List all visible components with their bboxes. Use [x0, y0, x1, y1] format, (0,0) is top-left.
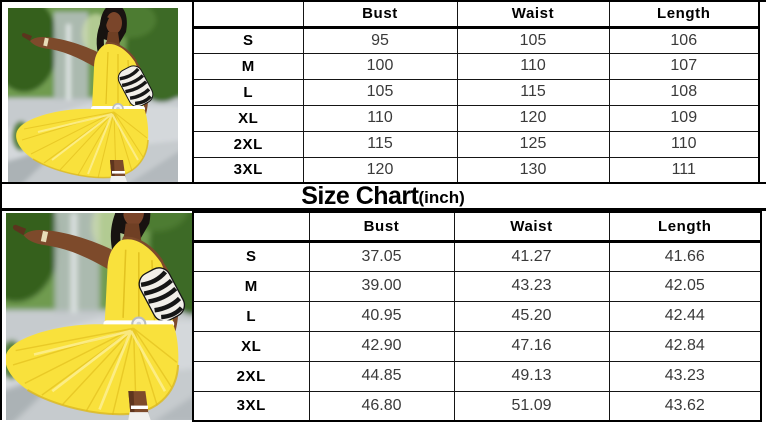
waist-value: 120: [456, 104, 610, 132]
length-value: 41.66: [608, 240, 762, 272]
size-chart-table-bottom-inch: Bust Waist Length S 37.05 41.27 41.66 M …: [192, 211, 762, 422]
waist-value: 49.13: [453, 360, 610, 392]
size-label: M: [192, 52, 304, 80]
bust-value: 95: [302, 26, 458, 54]
table-row: S 37.05 41.27 41.66: [192, 240, 762, 272]
bust-value: 40.95: [308, 300, 455, 332]
size-chart-table-top: Bust Waist Length S 95 105 106 M 100 110…: [192, 0, 760, 184]
column-header-length: Length: [608, 0, 760, 29]
bust-value: 100: [302, 52, 458, 80]
waist-value: 43.23: [453, 270, 610, 302]
table-row: S 95 105 106: [192, 26, 760, 54]
size-label: S: [192, 26, 304, 54]
table-row: 2XL 44.85 49.13 43.23: [192, 360, 762, 392]
table-row: L 40.95 45.20 42.44: [192, 300, 762, 332]
table-row: 3XL 46.80 51.09 43.62: [192, 390, 762, 422]
product-photo-bottom: [6, 213, 193, 420]
waist-value: 115: [456, 78, 610, 106]
column-header-size: [192, 211, 310, 243]
column-header-size: [192, 0, 304, 29]
waist-value: 47.16: [453, 330, 610, 362]
header-row: Bust Waist Length: [192, 211, 762, 243]
waist-value: 41.27: [453, 240, 610, 272]
length-value: 111: [608, 156, 760, 184]
size-label: S: [192, 240, 310, 272]
length-value: 42.84: [608, 330, 762, 362]
yellow-dress-model-image: [8, 8, 178, 182]
column-header-length: Length: [608, 211, 762, 243]
length-value: 42.44: [608, 300, 762, 332]
waist-value: 125: [456, 130, 610, 158]
waist-value: 130: [456, 156, 610, 184]
size-label: 2XL: [192, 130, 304, 158]
size-label: L: [192, 300, 310, 332]
bust-value: 120: [302, 156, 458, 184]
size-chart-title: Size Chart: [301, 181, 419, 210]
bust-value: 39.00: [308, 270, 455, 302]
length-value: 108: [608, 78, 760, 106]
bust-value: 37.05: [308, 240, 455, 272]
bust-value: 115: [302, 130, 458, 158]
table-row: L 105 115 108: [192, 78, 760, 106]
column-header-bust: Bust: [308, 211, 455, 243]
product-photo-top: [8, 8, 178, 182]
bust-value: 110: [302, 104, 458, 132]
table-row: M 39.00 43.23 42.05: [192, 270, 762, 302]
length-value: 107: [608, 52, 760, 80]
size-label: L: [192, 78, 304, 106]
length-value: 106: [608, 26, 760, 54]
length-value: 109: [608, 104, 760, 132]
page-border-left: [0, 0, 2, 420]
size-label: 3XL: [192, 390, 310, 422]
column-header-bust: Bust: [302, 0, 458, 29]
size-label: 3XL: [192, 156, 304, 184]
length-value: 110: [608, 130, 760, 158]
length-value: 42.05: [608, 270, 762, 302]
table-row: M 100 110 107: [192, 52, 760, 80]
waist-value: 45.20: [453, 300, 610, 332]
size-chart-title-band: Size Chart (inch): [0, 182, 766, 211]
table-row: 2XL 115 125 110: [192, 130, 760, 158]
size-label: 2XL: [192, 360, 310, 392]
length-value: 43.62: [608, 390, 762, 422]
table-row: 3XL 120 130 111: [192, 156, 760, 184]
length-value: 43.23: [608, 360, 762, 392]
table-row: XL 110 120 109: [192, 104, 760, 132]
column-header-waist: Waist: [456, 0, 610, 29]
bust-value: 42.90: [308, 330, 455, 362]
waist-value: 51.09: [453, 390, 610, 422]
waist-value: 110: [456, 52, 610, 80]
header-row: Bust Waist Length: [192, 0, 760, 29]
waist-value: 105: [456, 26, 610, 54]
column-header-waist: Waist: [453, 211, 610, 243]
size-label: XL: [192, 104, 304, 132]
size-label: M: [192, 270, 310, 302]
bust-value: 46.80: [308, 390, 455, 422]
size-chart-unit: (inch): [418, 188, 465, 207]
bust-value: 105: [302, 78, 458, 106]
size-label: XL: [192, 330, 310, 362]
bust-value: 44.85: [308, 360, 455, 392]
table-row: XL 42.90 47.16 42.84: [192, 330, 762, 362]
yellow-dress-model-closeup-image: [6, 213, 193, 420]
